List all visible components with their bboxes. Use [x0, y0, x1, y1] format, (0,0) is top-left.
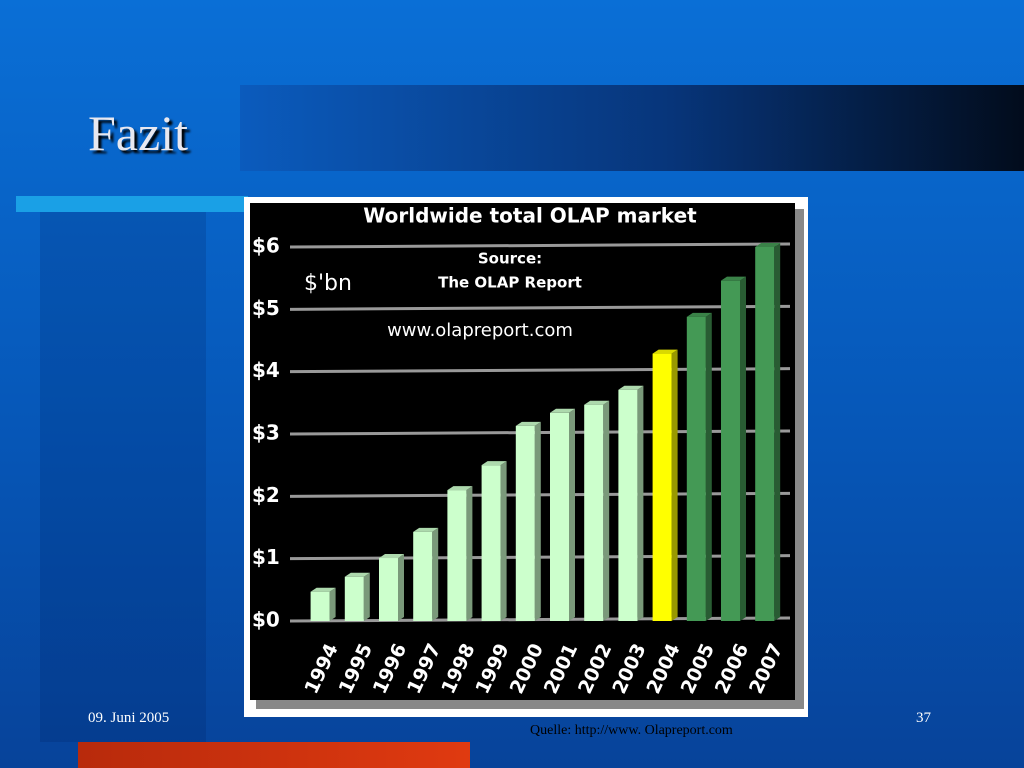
bar-top	[413, 527, 439, 532]
bar-side	[500, 461, 507, 621]
grid-line	[289, 242, 791, 249]
bar-side	[534, 421, 541, 621]
slide-title: Fazit	[88, 105, 188, 161]
bar-side	[774, 243, 781, 621]
bar-side	[363, 572, 370, 621]
bar-top	[686, 312, 712, 317]
annotation: The OLAP Report	[438, 274, 582, 292]
footer-bar	[78, 742, 470, 768]
bar-top	[652, 349, 678, 354]
bar-top	[310, 587, 336, 592]
bar	[652, 353, 672, 621]
bar-side	[671, 349, 678, 621]
bar-top	[447, 486, 473, 491]
y-tick-label: $0	[252, 608, 280, 632]
y-tick-label: $2	[252, 483, 280, 507]
bar-side	[637, 385, 644, 621]
bar	[550, 412, 569, 621]
chart: Worldwide total OLAP market $'bn Source:…	[244, 197, 808, 717]
bar	[310, 591, 330, 621]
y-tick-label: $5	[252, 296, 280, 320]
bar	[686, 316, 706, 621]
y-tick-label: $3	[252, 421, 280, 445]
bar	[515, 425, 535, 621]
source-note: Quelle: http://www. Olapreport.com	[530, 723, 733, 738]
bar-top	[481, 461, 507, 466]
bar	[618, 389, 638, 621]
y-tick-label: $6	[252, 234, 280, 258]
footer-date: 09. Juni 2005	[88, 710, 170, 726]
y-tick-label: $4	[252, 358, 280, 382]
unit-label: $'bn	[304, 271, 352, 296]
bar-top	[550, 408, 575, 413]
bar-side	[740, 276, 746, 621]
left-column	[40, 212, 206, 742]
bar-side	[569, 408, 575, 621]
page-number: 37	[916, 710, 931, 726]
bar-side	[432, 527, 439, 621]
bar-side	[329, 587, 336, 621]
bar-top	[584, 400, 610, 405]
bar	[447, 490, 467, 621]
bar-top	[379, 554, 404, 559]
bar	[721, 280, 740, 621]
bar	[344, 576, 364, 621]
bar	[413, 531, 433, 621]
bar	[379, 558, 398, 621]
bar-side	[398, 554, 404, 621]
chart-title: Worldwide total OLAP market	[363, 204, 697, 228]
bar-top	[515, 421, 541, 426]
bar	[755, 247, 775, 621]
bar-side	[466, 486, 473, 621]
bar-side	[705, 312, 712, 621]
header-band	[240, 85, 1024, 171]
grid-line	[289, 304, 791, 311]
bar-top	[344, 572, 370, 577]
bar-top	[755, 243, 781, 247]
y-tick-label: $1	[252, 545, 280, 569]
bar-top	[721, 276, 746, 281]
annotation: Source:	[478, 250, 542, 268]
bar-side	[603, 400, 610, 621]
bar	[584, 404, 604, 621]
bar	[481, 465, 501, 621]
annotation: www.olapreport.com	[387, 320, 573, 341]
accent-bar	[16, 196, 248, 212]
bar-top	[618, 385, 644, 390]
